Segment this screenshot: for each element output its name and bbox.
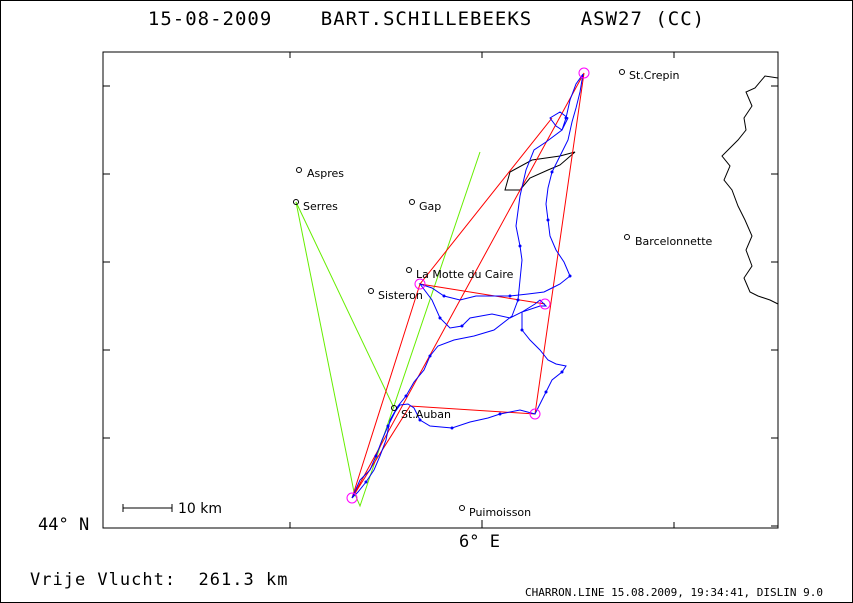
town-label: Sisteron <box>378 289 423 302</box>
turnpoint-lamotte <box>414 278 426 290</box>
town-marker-gap <box>409 199 415 205</box>
glider-type: ASW27 (CC) <box>580 8 706 30</box>
track-markers <box>364 116 572 484</box>
town-marker-sisteron <box>368 288 374 294</box>
town-label: Aspres <box>307 167 344 180</box>
distance-value: 261.3 km <box>198 570 289 590</box>
plot-info: CHARRON.LINE 15.08.2009, 19:34:41, DISLI… <box>524 586 823 599</box>
town-label: Serres <box>303 200 338 213</box>
turnpoint-stcrepin <box>578 67 590 79</box>
distance-label: Vrije Vlucht: <box>30 570 177 590</box>
town-label: St.Auban <box>401 408 451 421</box>
town-marker-aspres <box>296 167 302 173</box>
town-marker-barcelonnette <box>624 234 630 240</box>
flight-date: 15-08-2009 <box>147 8 273 30</box>
town-marker-stauban <box>391 405 397 411</box>
latitude-label: 44° N <box>38 515 90 535</box>
town-marker-puimoisson <box>459 505 465 511</box>
town-marker-stcrepin <box>619 69 625 75</box>
town-label: St.Crepin <box>629 69 680 82</box>
flight-title: 15-08-2009 BART.SCHILLEBEEKS ASW27 (CC) <box>0 8 853 30</box>
scale-bar-label: 10 km <box>178 501 222 517</box>
town-labels: St.Crepin Aspres Serres Gap Barcelonnett… <box>303 69 713 519</box>
town-label: Barcelonnette <box>635 235 713 248</box>
town-marker-serres <box>293 199 299 205</box>
town-marker-lamotte <box>406 267 412 273</box>
scale-bar <box>122 504 173 512</box>
towns <box>293 69 630 511</box>
turnpoint-east <box>539 298 551 310</box>
turnpoint-south <box>529 408 541 420</box>
turnpoint-start <box>346 492 358 504</box>
pilot-name: BART.SCHILLEBEEKS <box>320 8 533 30</box>
axis-ticks <box>103 52 778 528</box>
longitude-label: 6° E <box>459 532 500 552</box>
town-label: Puimoisson <box>469 506 531 519</box>
town-label: Gap <box>419 200 441 213</box>
turnpoints <box>346 67 590 504</box>
town-label: La Motte du Caire <box>416 268 514 281</box>
terrain-lines <box>504 75 779 305</box>
distance-summary: Vrije Vlucht: 261.3 km <box>30 570 288 590</box>
plot-border <box>102 51 779 529</box>
